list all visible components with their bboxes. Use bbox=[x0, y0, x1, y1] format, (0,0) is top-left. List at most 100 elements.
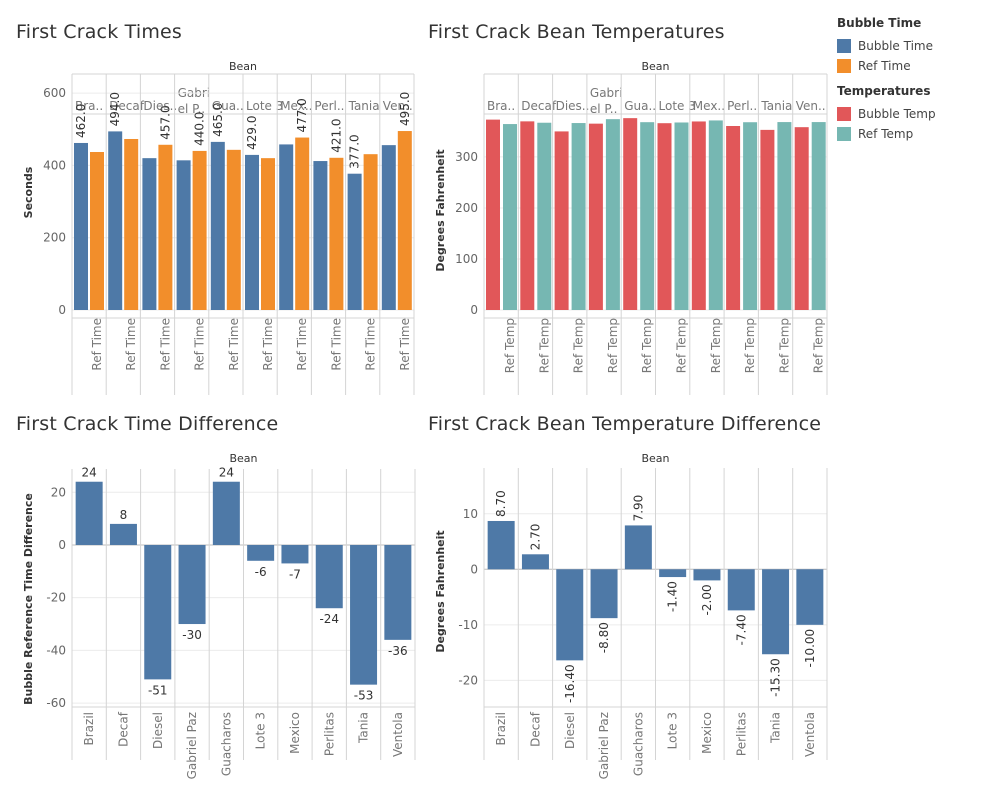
data-label: -1.40 bbox=[666, 581, 680, 612]
bar bbox=[659, 569, 687, 578]
bar bbox=[279, 144, 294, 310]
data-label: 24 bbox=[219, 466, 234, 480]
category-label: Decaf bbox=[116, 711, 130, 747]
category-label: Mexico bbox=[288, 712, 302, 754]
y-tick-label: -10 bbox=[458, 618, 478, 632]
bar bbox=[74, 142, 88, 310]
bar bbox=[315, 544, 343, 609]
bar bbox=[329, 157, 344, 310]
bar bbox=[657, 123, 672, 310]
bottom-series-label: Ref Temp bbox=[743, 318, 757, 373]
category-label: Guacharos bbox=[219, 712, 233, 776]
data-label: -8.80 bbox=[597, 622, 611, 653]
bottom-series-label: Ref Time bbox=[261, 318, 275, 371]
legend-label: Ref Temp bbox=[858, 127, 914, 141]
data-label: -16.40 bbox=[563, 664, 577, 703]
y-tick-label: 600 bbox=[43, 86, 66, 100]
category-label: Tania bbox=[760, 99, 792, 113]
bottom-series-label: Ref Temp bbox=[675, 318, 689, 373]
legend-item-bubble-temp[interactable]: Bubble Temp bbox=[837, 104, 936, 124]
y-tick-label: 300 bbox=[455, 150, 478, 164]
bar bbox=[261, 158, 275, 310]
category-label: Guacharos bbox=[631, 712, 645, 776]
bar bbox=[158, 144, 173, 310]
data-label: 457.0 bbox=[158, 105, 172, 139]
bar bbox=[640, 122, 655, 310]
bar bbox=[743, 122, 758, 310]
bottom-series-label: Ref Time bbox=[364, 318, 378, 371]
bottom-series-label: Ref Temp bbox=[640, 318, 654, 373]
bar bbox=[503, 124, 517, 310]
category-label: Ven.. bbox=[383, 99, 413, 113]
legend-label: Bubble Time bbox=[858, 39, 933, 53]
category-label: el P.. bbox=[178, 102, 206, 116]
bar bbox=[556, 569, 584, 661]
bar bbox=[397, 131, 412, 310]
legend-item-bubble-time[interactable]: Bubble Time bbox=[837, 36, 933, 56]
legend-swatch-bubble-temp bbox=[837, 107, 851, 121]
y-tick-label: 0 bbox=[470, 562, 478, 576]
y-tick-label: -60 bbox=[46, 696, 66, 710]
bar bbox=[571, 123, 586, 310]
category-label: Decaf bbox=[521, 99, 557, 113]
category-label: Gabriel Paz bbox=[185, 712, 199, 779]
bar bbox=[381, 145, 396, 310]
bar bbox=[313, 161, 328, 310]
bar bbox=[144, 544, 172, 680]
legend-temperatures: Temperatures Bubble Temp Ref Temp bbox=[837, 84, 936, 144]
category-label: Tania bbox=[357, 712, 371, 744]
bar bbox=[796, 569, 824, 625]
legend-swatch-bubble-time bbox=[837, 39, 851, 53]
data-label: -10.00 bbox=[803, 629, 817, 668]
y-tick-label: 20 bbox=[51, 485, 66, 499]
legend-item-ref-time[interactable]: Ref Time bbox=[837, 56, 933, 76]
bottom-series-label: Ref Time bbox=[158, 318, 172, 371]
category-label: Mex.. bbox=[693, 99, 725, 113]
bar bbox=[347, 173, 362, 310]
bar bbox=[794, 127, 809, 310]
category-label: Dies.. bbox=[556, 99, 590, 113]
column-header: Bean bbox=[229, 60, 257, 73]
bar bbox=[811, 122, 826, 310]
bottom-series-label: Ref Time bbox=[227, 318, 241, 371]
legend-label: Bubble Temp bbox=[858, 107, 936, 121]
legend-item-ref-temp[interactable]: Ref Temp bbox=[837, 124, 936, 144]
y-axis-title: Degrees Fahrenheit bbox=[434, 149, 447, 271]
category-label: Gua.. bbox=[624, 99, 656, 113]
bar bbox=[486, 119, 500, 310]
data-label: -7 bbox=[289, 567, 301, 581]
bar bbox=[247, 544, 275, 561]
column-header: Bean bbox=[641, 452, 669, 465]
category-label: Perlitas bbox=[322, 712, 336, 756]
y-tick-label: 400 bbox=[43, 158, 66, 172]
chart-title-time-difference: First Crack Time Difference bbox=[16, 413, 279, 435]
data-label: 2.70 bbox=[528, 524, 542, 551]
category-label: Decaf bbox=[109, 99, 145, 113]
bar bbox=[142, 158, 157, 310]
y-tick-label: 0 bbox=[58, 538, 66, 552]
y-axis-title: Bubble Reference Time Difference bbox=[22, 493, 35, 705]
data-label: -53 bbox=[354, 689, 374, 703]
category-label: Diesel bbox=[151, 712, 165, 749]
bar bbox=[295, 137, 310, 310]
bar bbox=[726, 126, 741, 310]
data-label: -51 bbox=[148, 683, 168, 697]
chart-title-temp-difference: First Crack Bean Temperature Difference bbox=[428, 413, 822, 435]
data-label: -2.00 bbox=[700, 584, 714, 615]
bar bbox=[605, 119, 620, 311]
bar bbox=[124, 138, 139, 310]
category-label: Tania bbox=[769, 712, 783, 744]
category-label: Decaf bbox=[528, 711, 542, 747]
bar bbox=[708, 120, 723, 310]
category-label: Tania bbox=[348, 99, 380, 113]
bar bbox=[727, 569, 755, 611]
bar bbox=[210, 141, 225, 310]
bar bbox=[693, 569, 721, 581]
data-label: 429.0 bbox=[245, 116, 259, 150]
bar bbox=[384, 544, 412, 640]
bar bbox=[90, 152, 104, 310]
bar bbox=[623, 118, 638, 311]
category-label: Dies.. bbox=[143, 99, 177, 113]
bar bbox=[487, 520, 515, 570]
y-tick-label: 100 bbox=[455, 252, 478, 266]
